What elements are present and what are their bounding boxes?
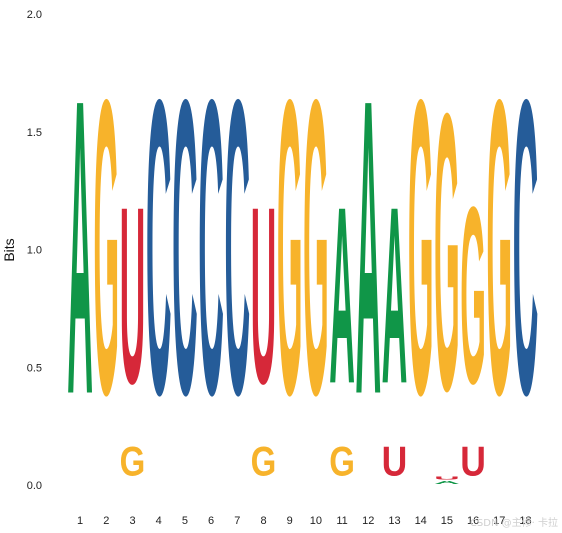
x-tick-label: 9 xyxy=(287,515,293,527)
logo-letter-g: G xyxy=(486,13,512,482)
y-axis-title: Bits xyxy=(1,238,17,261)
x-tick-label: 11 xyxy=(336,515,347,527)
y-tick-label: 1.5 xyxy=(27,127,42,139)
logo-letter-g: G xyxy=(408,13,434,482)
x-tick-label: 8 xyxy=(260,515,266,527)
logo-letter-c: C xyxy=(513,13,539,482)
logo-letter-g: G xyxy=(120,439,146,486)
logo-letter-u: U xyxy=(120,156,146,437)
logo-letter-a: A xyxy=(67,13,93,482)
logo-letter-a: A xyxy=(329,156,355,437)
x-tick-label: 4 xyxy=(156,515,162,527)
x-tick-label: 7 xyxy=(234,515,240,527)
x-tick-label: 12 xyxy=(362,515,374,527)
x-tick-label: 6 xyxy=(208,515,214,527)
logo-letter-g: G xyxy=(251,439,277,486)
logo-letter-g: G xyxy=(303,13,329,482)
watermark-text: CSDN @主修· 卡拉 xyxy=(470,516,558,529)
logo-letter-g: G xyxy=(460,155,486,437)
y-tick-label: 0.0 xyxy=(27,480,42,492)
x-tick-label: 18 xyxy=(519,515,531,527)
x-tick-label: 17 xyxy=(493,515,505,527)
logo-letter-u: U xyxy=(434,476,460,481)
logo-letter-g: G xyxy=(434,32,460,473)
y-tick-label: 2.0 xyxy=(27,9,42,21)
y-axis-ticks: 0.0 0.5 1.0 1.5 2.0 xyxy=(27,9,42,492)
x-axis-ticks: 1 2 3 4 5 6 7 8 9 10 11 12 13 14 15 16 17 18 xyxy=(77,515,532,527)
logo-letter-u: U xyxy=(460,439,486,485)
y-tick-label: 1.0 xyxy=(27,245,42,257)
logo-letter-a: A xyxy=(355,13,381,482)
logo-letter-g: G xyxy=(93,13,119,482)
x-tick-label: 3 xyxy=(129,515,135,527)
x-tick-label: 14 xyxy=(415,515,427,527)
x-tick-label: 10 xyxy=(310,515,322,527)
logo-letter-a: A xyxy=(382,156,408,437)
logo-letter-a: A xyxy=(434,480,460,485)
logo-letter-c: C xyxy=(224,13,250,482)
x-tick-label: 13 xyxy=(388,515,400,527)
x-tick-label: 2 xyxy=(103,515,109,527)
x-tick-label: 16 xyxy=(467,515,479,527)
logo-letter-g: G xyxy=(329,439,355,486)
logo-letter-g: G xyxy=(277,13,303,482)
y-tick-label: 0.5 xyxy=(27,362,42,374)
logo-letter-c: C xyxy=(198,13,224,482)
x-tick-label: 15 xyxy=(441,515,453,527)
x-tick-label: 1 xyxy=(77,515,83,527)
logo-letter-c: C xyxy=(172,13,198,482)
logo-letter-c: C xyxy=(146,13,172,482)
logo-letter-u: U xyxy=(382,439,408,485)
x-tick-label: 5 xyxy=(182,515,188,527)
logo-letter-u: U xyxy=(251,156,277,437)
